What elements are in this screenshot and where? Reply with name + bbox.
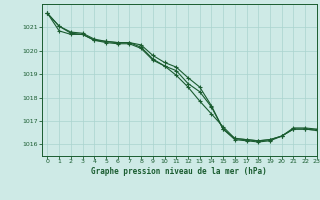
X-axis label: Graphe pression niveau de la mer (hPa): Graphe pression niveau de la mer (hPa) bbox=[91, 167, 267, 176]
